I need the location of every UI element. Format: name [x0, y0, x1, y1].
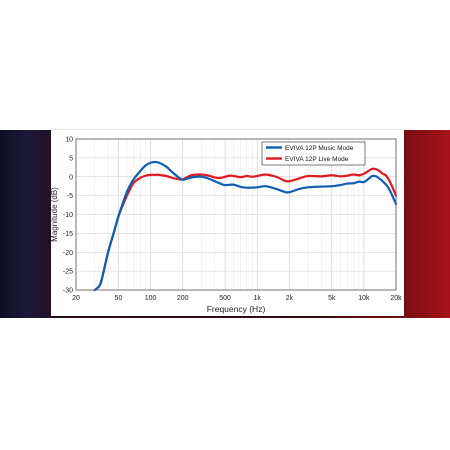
- x-tick-label: 2k: [286, 295, 294, 302]
- x-tick-label: 5k: [328, 295, 336, 302]
- legend-label-music: EVIVA 12P Music Mode: [285, 145, 354, 152]
- y-tick-label: -30: [63, 288, 73, 295]
- y-tick-label: -20: [63, 250, 73, 257]
- x-tick-label: 100: [145, 295, 157, 302]
- y-tick-label: -10: [63, 212, 73, 219]
- y-tick-label: -15: [63, 231, 73, 238]
- y-tick-label: -5: [67, 193, 73, 200]
- y-tick-labels: -30 -25 -20 -15 -10 -5 0 5 10: [63, 137, 73, 295]
- y-axis-label: Magnitude (dB): [51, 187, 59, 242]
- x-tick-label: 10k: [358, 295, 370, 302]
- y-tick-label: 10: [65, 137, 73, 144]
- x-tick-label: 500: [219, 295, 231, 302]
- legend-label-live: EVIVA 12P Live Mode: [285, 156, 349, 163]
- y-tick-label: 0: [69, 174, 73, 181]
- legend: EVIVA 12P Music Mode EVIVA 12P Live Mode: [262, 142, 365, 165]
- y-tick-label: 5: [69, 155, 73, 162]
- frequency-response-chart: -30 -25 -20 -15 -10 -5 0 5 10 20 50 100 200 500 1k 2k 5…: [51, 130, 404, 316]
- x-tick-label: 20k: [390, 295, 402, 302]
- x-tick-label: 50: [115, 295, 123, 302]
- x-tick-label: 1k: [254, 295, 262, 302]
- y-tick-label: -25: [63, 269, 73, 276]
- x-axis-label: Frequency (Hz): [207, 304, 266, 314]
- x-tick-label: 200: [177, 295, 189, 302]
- x-tick-label: 20: [72, 295, 80, 302]
- x-tick-labels: 20 50 100 200 500 1k 2k 5k 10k 20k: [72, 295, 402, 302]
